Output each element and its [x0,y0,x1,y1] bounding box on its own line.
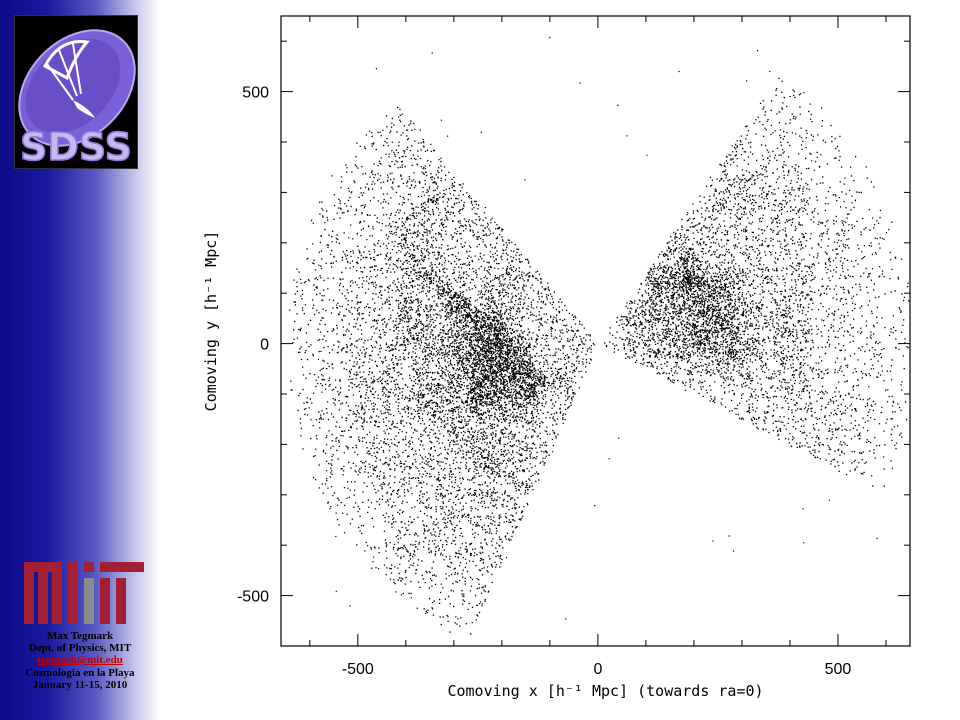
sdss-logo-text: SDSS [20,125,132,168]
y-tick-label: -500 [237,589,269,606]
galaxy-map-chart: -500 0 500 -500 0 500 Comoving x [h⁻¹ Mpc] (t… [170,10,930,710]
sdss-logo: SDSS [14,15,138,170]
galaxy-point-cloud [289,36,910,635]
y-axis-label: Comoving y [h⁻¹ Mpc] [202,231,220,412]
x-tick-label: -500 [342,661,374,678]
y-tick-label: 500 [242,85,269,102]
x-tick-label: 0 [593,661,602,678]
sidebar: SDSS Max Tegmark Dept. of Physics, MIT t… [0,0,160,720]
author-affiliation: Dept. of Physics, MIT [28,642,132,655]
x-tick-label: 500 [825,661,852,678]
author-name: Max Tegmark [46,630,114,642]
event-name: Cosmologia en la Playa [25,666,135,679]
y-tick-label: 0 [260,337,269,354]
x-axis-label: Comoving x [h⁻¹ Mpc] (towards ra=0) [447,682,763,700]
axis-ticks: -500 0 500 -500 0 500 [237,16,910,678]
author-email-link[interactable]: tegmark@mit.edu [37,654,123,667]
mit-logo [24,562,144,624]
plot-frame [280,15,911,647]
event-dates: January 11-15, 2010 [32,678,128,691]
credits-block: Max Tegmark Dept. of Physics, MIT tegmar… [0,630,160,691]
galaxy-points [289,36,910,635]
